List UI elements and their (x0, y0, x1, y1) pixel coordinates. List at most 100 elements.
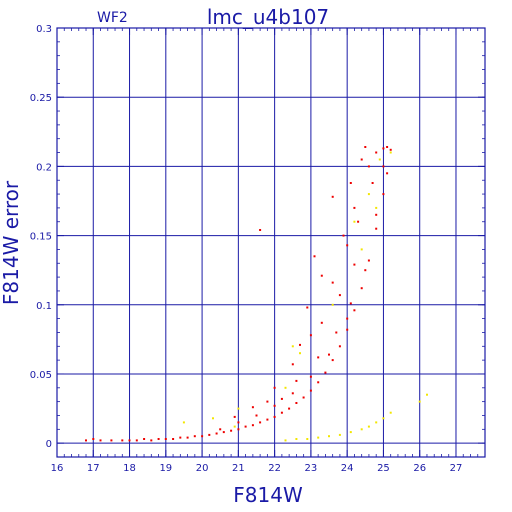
data-point (317, 381, 320, 384)
data-point (259, 229, 262, 231)
data-point (324, 371, 327, 374)
data-point (349, 302, 352, 305)
data-point (371, 182, 374, 184)
data-point (382, 165, 385, 168)
data-point (320, 274, 323, 277)
data-point (280, 397, 283, 400)
data-point (367, 425, 370, 428)
y-tick-labels: 0 0.05 0.1 0.15 0.2 0.25 0.3 (30, 24, 52, 450)
data-point (306, 438, 309, 440)
data-point (375, 213, 378, 216)
data-point (375, 206, 378, 209)
data-point (255, 414, 258, 417)
data-point (280, 411, 283, 414)
data-point (375, 421, 378, 424)
data-point (291, 392, 294, 395)
data-point (143, 438, 146, 440)
data-point (386, 146, 389, 148)
x-tick-label: 25 (377, 463, 390, 474)
data-point (331, 359, 334, 362)
chart-title: lmc_u4b107 (207, 5, 329, 29)
data-point (291, 363, 294, 366)
data-point (349, 431, 352, 434)
data-point (295, 402, 298, 404)
data-point (328, 435, 330, 438)
data-point (386, 172, 389, 175)
data-point (219, 428, 222, 431)
data-point (273, 415, 276, 418)
data-point (150, 439, 153, 442)
data-point (338, 433, 341, 436)
data-point (179, 436, 182, 439)
data-point (85, 439, 87, 442)
data-point (259, 421, 262, 424)
data-point (284, 386, 287, 389)
data-point (230, 429, 233, 432)
data-point (251, 424, 254, 427)
data-point (338, 294, 341, 297)
y-tick-label: 0 (46, 439, 52, 450)
data-point (364, 146, 367, 148)
y-tick-label: 0.1 (36, 301, 52, 312)
data-point (367, 193, 370, 196)
data-point (353, 309, 356, 312)
data-point (360, 428, 363, 431)
x-tick-label: 24 (341, 463, 354, 474)
x-tick-label: 27 (450, 463, 463, 474)
data-point (378, 158, 381, 161)
axis-ticks (56, 27, 486, 457)
data-point (328, 353, 330, 356)
data-point (157, 438, 160, 440)
data-point (364, 269, 367, 272)
data-point (338, 345, 341, 348)
data-point (382, 417, 385, 420)
x-tick-label: 23 (305, 463, 318, 474)
x-tick-label: 26 (413, 463, 426, 474)
data-point (266, 400, 269, 403)
data-point (295, 379, 298, 382)
data-point (426, 393, 428, 396)
data-point (342, 234, 345, 237)
x-axis-label: F814W (233, 483, 303, 507)
data-point (295, 438, 298, 440)
data-point (320, 321, 323, 324)
data-point (349, 182, 352, 184)
x-tick-label: 21 (232, 463, 245, 474)
data-point (233, 425, 236, 428)
y-tick-label: 0.15 (30, 232, 52, 243)
plot-frame (56, 27, 486, 458)
data-point (353, 263, 356, 266)
data-point (110, 439, 113, 442)
data-point (244, 425, 247, 428)
data-point (186, 436, 189, 439)
data-point (331, 195, 334, 198)
data-point (92, 438, 95, 440)
data-point (193, 435, 196, 438)
data-point (367, 165, 370, 168)
data-point (273, 404, 276, 407)
data-point (317, 356, 320, 359)
data-point (367, 259, 370, 262)
data-point (418, 400, 421, 403)
data-point (273, 386, 276, 389)
data-point (172, 438, 175, 440)
x-tick-label: 16 (51, 463, 64, 474)
data-point (288, 407, 291, 410)
data-point (237, 421, 240, 424)
data-point (237, 407, 240, 410)
data-point (182, 421, 185, 424)
data-point (375, 151, 378, 154)
data-point (266, 418, 269, 421)
data-point (121, 439, 124, 442)
data-point (99, 439, 102, 442)
y-tick-label: 0.2 (36, 162, 52, 173)
data-point (233, 415, 236, 418)
x-tick-label: 18 (123, 463, 136, 474)
data-point (375, 227, 378, 230)
data-point (164, 438, 167, 440)
data-point (201, 435, 204, 438)
data-point (299, 343, 301, 346)
data-point (313, 255, 316, 258)
data-point (309, 334, 312, 337)
data-point (346, 244, 349, 247)
